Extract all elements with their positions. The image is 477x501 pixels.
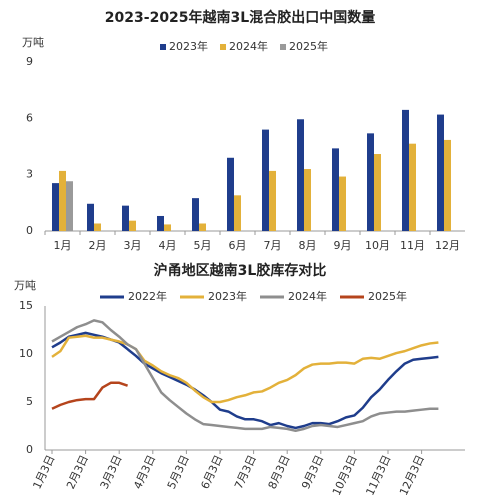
bar (297, 119, 304, 231)
legend-swatch (220, 44, 226, 50)
x-tick-label: 11月 (400, 239, 425, 252)
x-tick-label: 9月3日 (299, 453, 326, 491)
bar (409, 143, 416, 231)
x-tick-label: 9月 (334, 239, 352, 252)
legend-label: 2025年 (368, 289, 407, 303)
x-tick-label: 7月3日 (232, 453, 259, 491)
line (51, 319, 439, 433)
y-tick-label: 5 (26, 395, 33, 408)
x-tick-label: 5月 (194, 239, 212, 252)
y-axis-label: 万吨 (14, 279, 36, 292)
bar (234, 195, 241, 231)
x-tick-label: 8月 (299, 239, 317, 252)
x-tick-label: 2月 (89, 239, 107, 252)
x-tick-label: 3月3日 (98, 453, 125, 491)
y-tick-label: 15 (19, 299, 33, 312)
x-tick-label: 5月3日 (165, 453, 192, 491)
bar (157, 215, 164, 231)
y-tick-label: 9 (26, 55, 33, 68)
y-tick-label: 3 (26, 168, 33, 181)
line (51, 381, 129, 410)
bar (437, 114, 444, 231)
y-tick-label: 6 (26, 111, 33, 124)
y-axis-label: 万吨 (22, 36, 44, 49)
bar (164, 224, 171, 231)
bar (262, 129, 269, 231)
bar (129, 220, 136, 231)
bar (66, 181, 73, 231)
x-tick-label: 6月3日 (198, 453, 225, 491)
x-tick-label: 8月3日 (266, 453, 293, 491)
bar (199, 223, 206, 231)
x-tick-label: 10月 (365, 239, 390, 252)
x-tick-label: 6月 (229, 239, 247, 252)
legend-label: 2023年 (169, 39, 208, 53)
bar (332, 148, 339, 231)
bar (269, 170, 276, 231)
x-tick-label: 4月 (159, 239, 177, 252)
bar (87, 203, 94, 231)
x-tick-label: 4月3日 (131, 453, 158, 491)
x-tick-label: 1月 (54, 239, 72, 252)
legend-swatch (280, 44, 286, 50)
bar (402, 109, 409, 231)
line (51, 334, 439, 404)
x-tick-label: 2月3日 (64, 453, 91, 491)
legend-label: 2025年 (289, 39, 328, 53)
bar (374, 154, 381, 231)
bar (339, 176, 346, 231)
legend-label: 2022年 (128, 289, 167, 303)
legend-swatch (160, 44, 166, 50)
bar (122, 205, 129, 231)
chart-title: 沪甬地区越南3L胶库存对比 (154, 262, 327, 279)
bar (304, 169, 311, 231)
y-tick-label: 0 (26, 224, 33, 237)
x-tick-label: 7月 (264, 239, 282, 252)
legend-label: 2024年 (288, 289, 327, 303)
bar (227, 157, 234, 231)
bar (367, 133, 374, 231)
x-tick-label: 3月 (124, 239, 142, 252)
bar (52, 183, 59, 231)
bar (59, 170, 66, 231)
x-tick-label: 12月 (435, 239, 460, 252)
legend-label: 2024年 (229, 39, 268, 53)
x-tick-label: 12月3日 (397, 453, 427, 497)
legend-label: 2023年 (208, 289, 247, 303)
bar (192, 198, 199, 231)
y-tick-label: 0 (26, 443, 33, 456)
x-tick-label: 11月3日 (363, 453, 393, 497)
y-tick-label: 10 (19, 347, 33, 360)
x-tick-label: 10月3日 (330, 453, 360, 497)
bar (444, 139, 451, 231)
chart-title: 2023-2025年越南3L混合胶出口中国数量 (105, 9, 375, 26)
x-tick-label: 1月3日 (30, 453, 57, 491)
bar (94, 223, 101, 231)
